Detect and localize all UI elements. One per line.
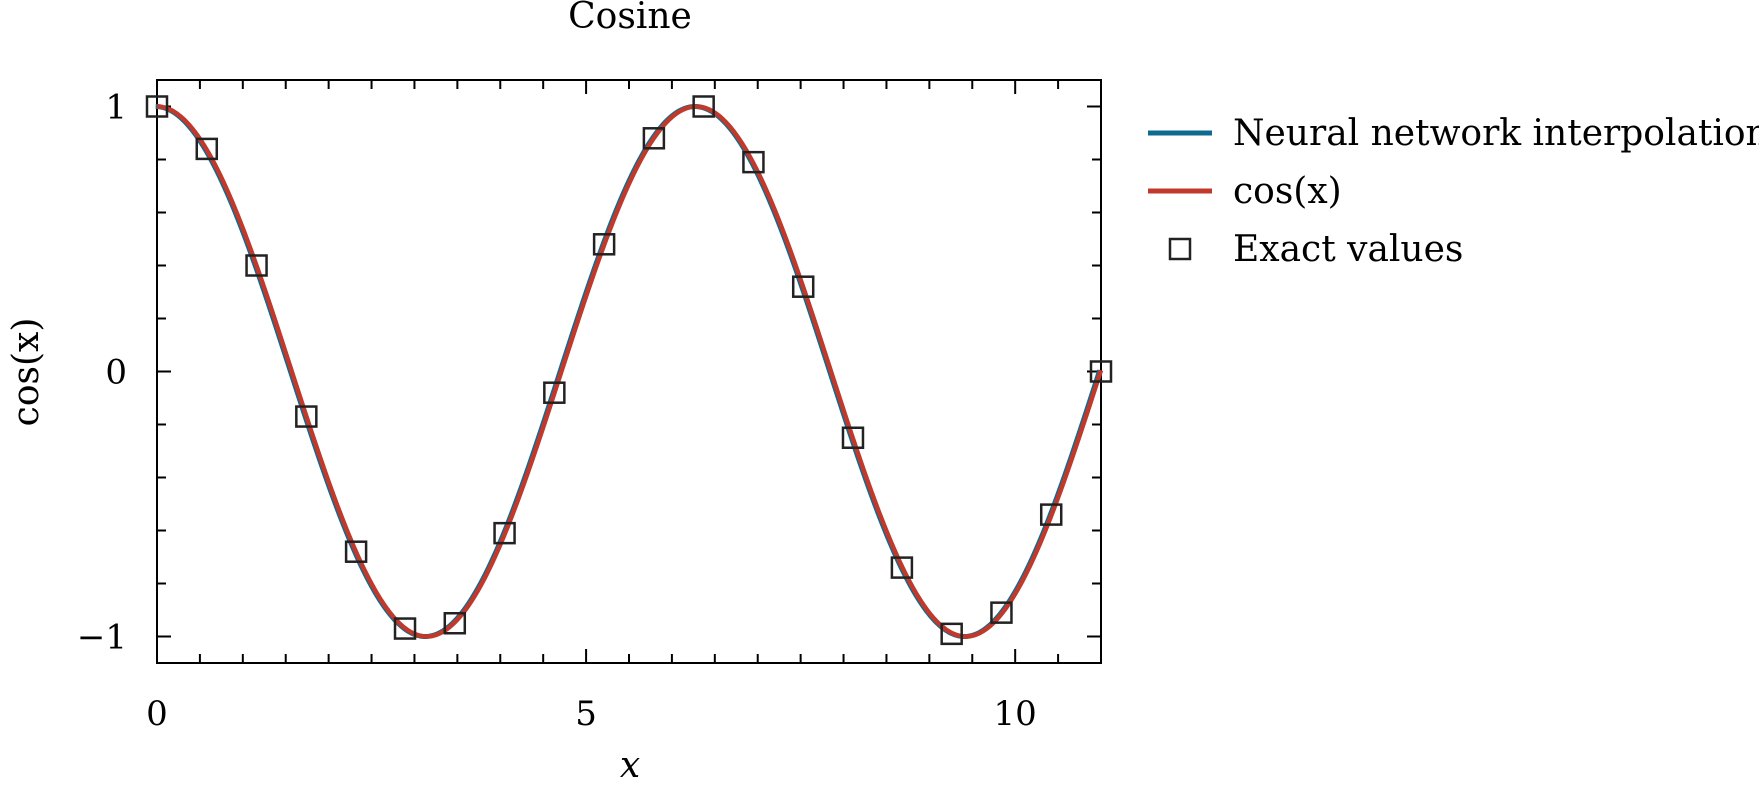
legend: Neural network interpolation cos(x) Exact …: [1148, 113, 1759, 270]
svg-text:x: x: [620, 745, 640, 786]
exact-value-marker: [195, 137, 219, 161]
exact-value-marker: [443, 612, 467, 635]
exact-value-marker: [890, 556, 914, 579]
exact-value-marker: [145, 95, 169, 118]
chart-title: Cosine: [568, 0, 692, 37]
exact-value-marker: [393, 617, 417, 640]
exact-value-marker: [940, 622, 963, 646]
exact-value-marker: [692, 95, 715, 118]
exact-value-marker: [493, 521, 516, 545]
x-tick-label: 0: [146, 694, 168, 734]
legend-swatch-square: [1168, 237, 1192, 261]
exact-value-marker: [642, 127, 666, 150]
legend-label: Exact values: [1233, 229, 1463, 270]
x-tick-label: 10: [994, 694, 1037, 734]
plot-frame: [156, 79, 1102, 664]
exact-value-marker: [841, 426, 865, 449]
exact-value-marker: [1039, 503, 1063, 526]
exact-value-marker: [344, 540, 368, 563]
y-tick-label: 0: [105, 353, 127, 393]
y-axis-title: cos(x): [6, 318, 47, 427]
exact-value-marker: [742, 150, 765, 174]
legend-item: cos(x): [1148, 171, 1342, 212]
exact-value-marker: [543, 381, 566, 404]
exact-value-marker: [245, 254, 268, 277]
y-tick-label: −1: [77, 618, 127, 658]
legend-label: Neural network interpolation: [1233, 113, 1759, 154]
exact-value-marker: [791, 275, 815, 298]
x-axis-title: x: [620, 745, 640, 786]
plot-area: 0 5 10 −1 0 1: [77, 79, 1113, 734]
exact-value-marker: [990, 601, 1013, 624]
legend-item: Exact values: [1168, 229, 1463, 270]
series-line-cos: [156, 104, 1104, 639]
y-tick-label: 1: [105, 88, 127, 128]
exact-value-marker: [1089, 360, 1113, 383]
x-tick-label: 5: [575, 694, 597, 734]
legend-item: Neural network interpolation: [1148, 113, 1759, 154]
legend-label: cos(x): [1233, 171, 1342, 212]
exact-value-marker: [295, 405, 318, 428]
exact-value-marker: [592, 233, 616, 256]
y-axis-title-text: cos(x): [6, 318, 47, 427]
